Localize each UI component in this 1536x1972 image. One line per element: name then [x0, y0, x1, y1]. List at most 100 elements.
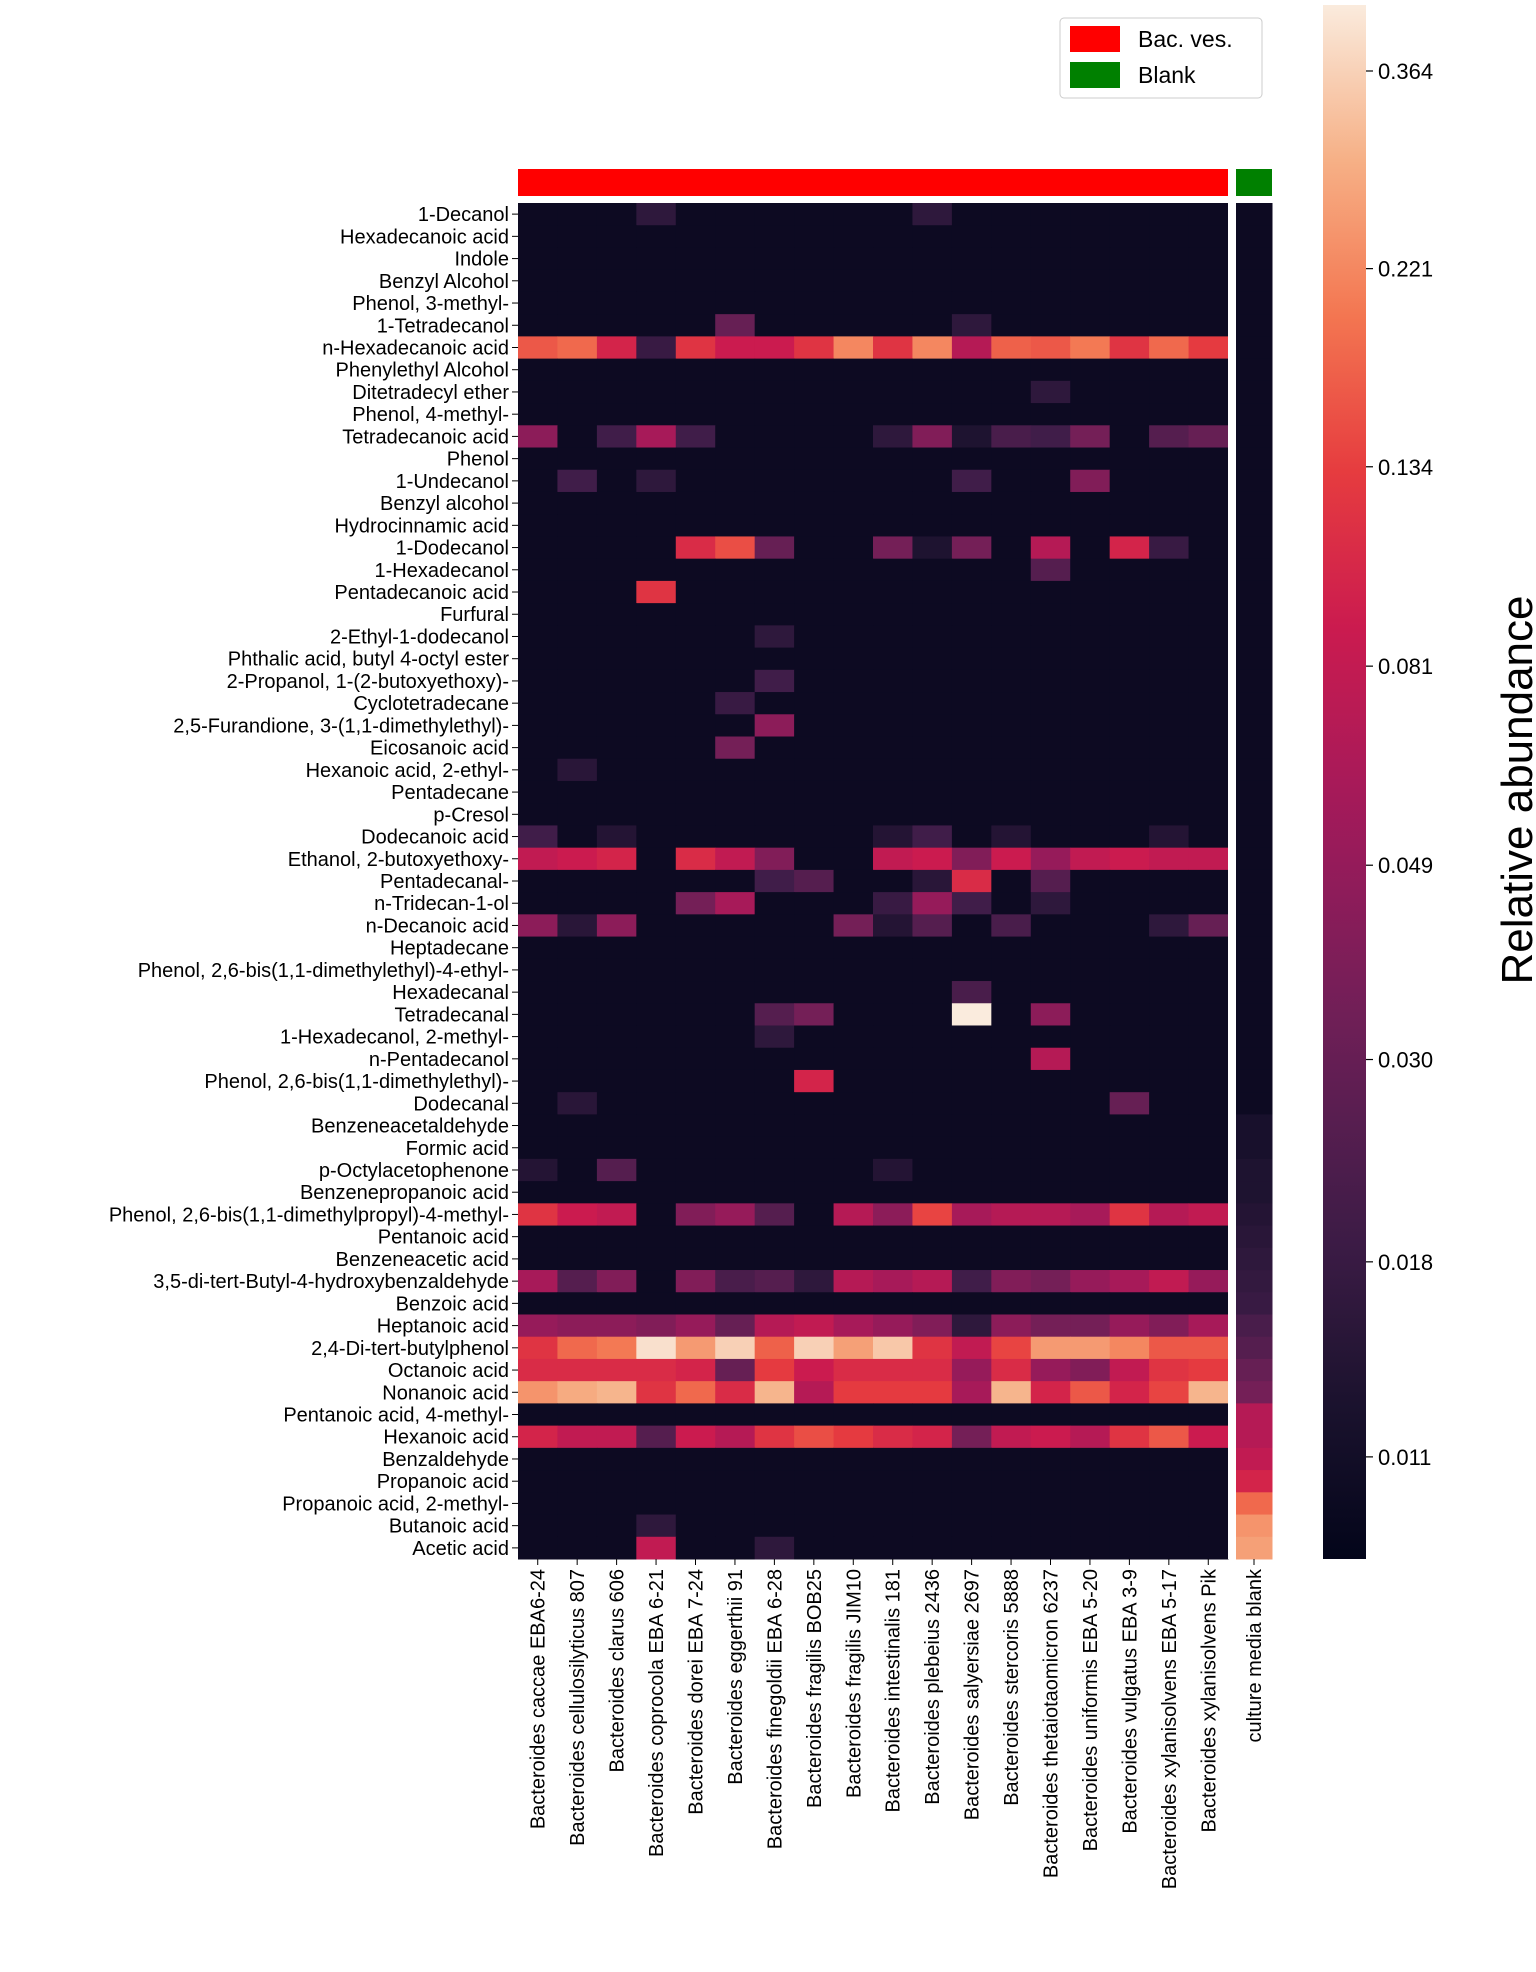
heatmap-cell	[991, 1336, 1032, 1360]
heatmap-cell	[833, 1025, 874, 1049]
heatmap-cell	[794, 1292, 835, 1315]
heatmap-cell	[1070, 1425, 1111, 1449]
heatmap-cell	[754, 1425, 795, 1449]
heatmap-cell	[1188, 1381, 1229, 1404]
heatmap-cell	[1236, 580, 1273, 604]
heatmap-cell	[1236, 1381, 1273, 1404]
heatmap-cell	[636, 1381, 677, 1404]
heatmap-cell	[794, 380, 835, 404]
heatmap-cell	[1188, 1247, 1229, 1271]
heatmap-cell	[833, 291, 874, 315]
heatmap-cell	[596, 1025, 637, 1049]
heatmap-cell	[1070, 1447, 1111, 1471]
heatmap-cell	[518, 247, 558, 271]
heatmap-cell	[1149, 1225, 1190, 1249]
heatmap-cell	[833, 469, 874, 493]
heatmap-cell	[636, 358, 677, 382]
heatmap-cell	[794, 558, 835, 582]
heatmap-cell	[636, 1425, 677, 1449]
heatmap-cell	[873, 358, 913, 382]
heatmap-cell	[596, 892, 637, 915]
heatmap-cell	[715, 1314, 756, 1338]
heatmap-cell	[1236, 1003, 1273, 1026]
heatmap-cell	[1109, 225, 1150, 248]
heatmap-cell	[1030, 1336, 1071, 1360]
heatmap-cell	[636, 847, 677, 871]
heatmap-cell	[1149, 869, 1190, 893]
heatmap-cell	[1070, 1536, 1111, 1560]
heatmap-cell	[1149, 291, 1190, 315]
heatmap-cell	[1109, 825, 1150, 849]
heatmap-cell	[518, 914, 558, 938]
heatmap-cell	[636, 1247, 677, 1271]
heatmap-cell	[557, 469, 598, 493]
heatmap-cell	[873, 491, 913, 515]
heatmap-cell	[636, 692, 677, 715]
heatmap-cell	[557, 1136, 598, 1160]
heatmap-cell	[1149, 981, 1190, 1004]
heatmap-cell	[596, 981, 637, 1004]
heatmap-cell	[1149, 1536, 1190, 1560]
heatmap-cell	[1236, 1047, 1273, 1071]
heatmap-cell	[1070, 780, 1111, 804]
heatmap-cell	[951, 869, 992, 893]
heatmap-cell	[715, 914, 756, 938]
heatmap-cell	[675, 269, 716, 293]
heatmap-cell	[754, 225, 795, 248]
heatmap-cell	[557, 1092, 598, 1115]
heatmap-cell	[1149, 1492, 1190, 1516]
heatmap-cell	[1149, 780, 1190, 804]
heatmap-cell	[1188, 1047, 1229, 1071]
heatmap-cell	[833, 491, 874, 515]
heatmap-cell	[1030, 247, 1071, 271]
heatmap-cell	[912, 1514, 953, 1538]
heatmap-cell	[794, 736, 835, 760]
heatmap-cell	[1236, 714, 1273, 738]
heatmap-cell	[1188, 692, 1229, 715]
column-label: Bacteroides clarus 606	[607, 1569, 629, 1772]
group-bar-blank	[1236, 169, 1272, 196]
heatmap-cell	[636, 892, 677, 915]
heatmap-cell	[1030, 469, 1071, 493]
heatmap-cell	[991, 847, 1032, 871]
heatmap-cell	[833, 1069, 874, 1093]
colorbar-label: Relative abundance	[1493, 596, 1536, 985]
heatmap-cell	[1109, 869, 1150, 893]
heatmap-cell	[636, 1514, 677, 1538]
heatmap-cell	[951, 625, 992, 649]
heatmap-cell	[636, 758, 677, 782]
heatmap-cell	[596, 958, 637, 982]
heatmap-cell	[596, 847, 637, 871]
heatmap-cell	[754, 447, 795, 471]
heatmap-cell	[794, 358, 835, 382]
heatmap-cell	[794, 514, 835, 537]
heatmap-cell	[912, 1003, 953, 1026]
heatmap-cell	[1109, 1136, 1150, 1160]
heatmap-cell	[557, 1336, 598, 1360]
heatmap-cell	[557, 603, 598, 626]
heatmap-cell	[1188, 1158, 1229, 1182]
heatmap-cell	[715, 892, 756, 915]
heatmap-cell	[951, 314, 992, 337]
heatmap-cell	[1236, 625, 1273, 649]
heatmap-cell	[715, 1336, 756, 1360]
heatmap-cell	[833, 1336, 874, 1360]
heatmap-cell	[675, 1181, 716, 1204]
heatmap-cell	[596, 936, 637, 960]
heatmap-cell	[596, 1203, 637, 1227]
heatmap-cell	[754, 758, 795, 782]
heatmap-cell	[833, 603, 874, 626]
heatmap-cell	[833, 758, 874, 782]
heatmap-cell	[596, 491, 637, 515]
heatmap-cell	[1030, 758, 1071, 782]
heatmap-cell	[675, 780, 716, 804]
heatmap-cell	[1109, 914, 1150, 938]
heatmap-cell	[873, 669, 913, 693]
heatmap-cell	[675, 1314, 716, 1338]
heatmap-cell	[1070, 1114, 1111, 1138]
heatmap-cell	[596, 869, 637, 893]
heatmap-cell	[951, 1536, 992, 1560]
heatmap-cell	[1030, 1492, 1071, 1516]
heatmap-cell	[1070, 692, 1111, 715]
heatmap-cell	[596, 514, 637, 537]
